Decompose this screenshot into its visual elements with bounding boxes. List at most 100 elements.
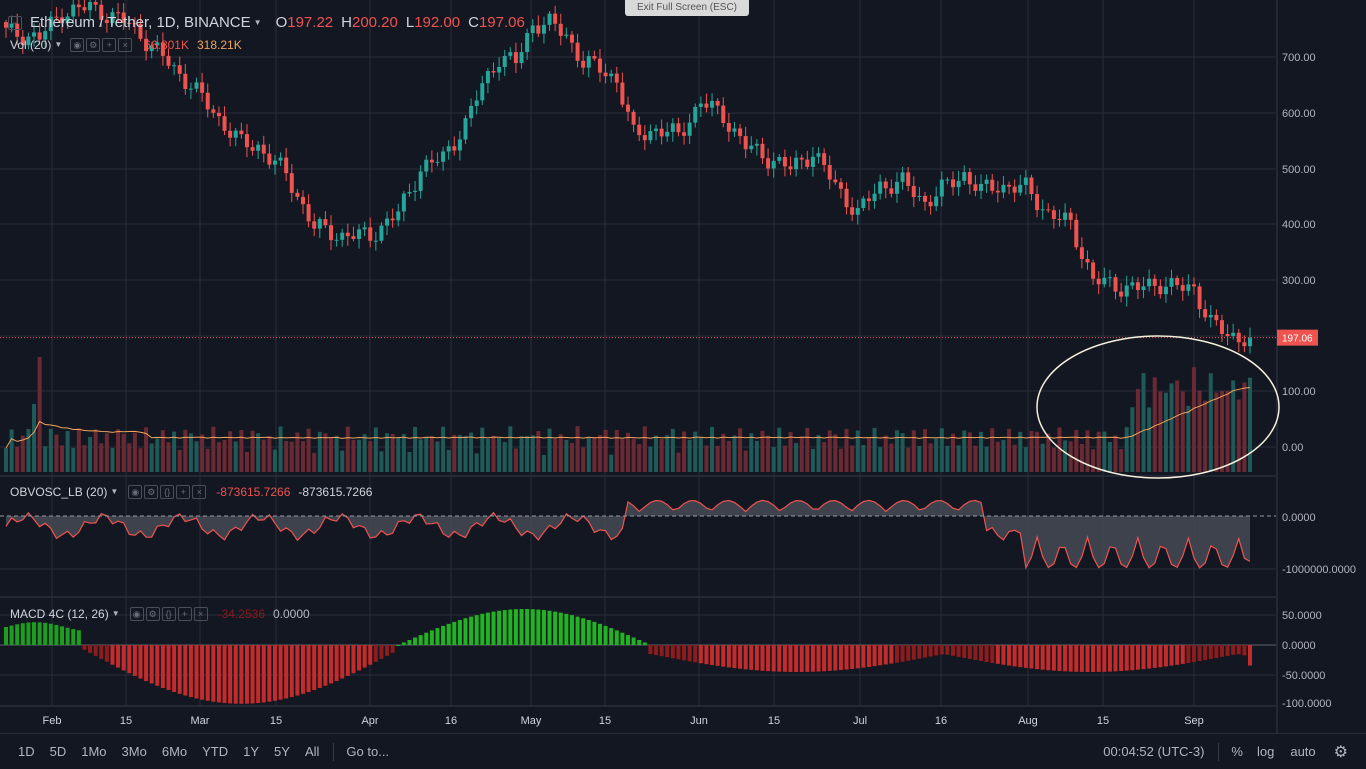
macd-bar [726,645,731,668]
source-icon[interactable]: {} [160,485,175,499]
macd-bar [1248,645,1252,666]
collapse-icon[interactable]: − [8,15,22,30]
log-scale-button[interactable]: log [1256,744,1275,759]
candle-body [32,32,37,37]
candle-body [1023,177,1028,185]
candle-body [1248,337,1252,347]
add-icon[interactable]: + [177,607,192,621]
timeframe-ytd[interactable]: YTD [202,744,229,759]
volume-bar [558,434,563,472]
chevron-down-icon[interactable]: ▼ [253,18,262,27]
volume-bar [1119,449,1124,472]
date-axis-label: 15 [768,715,780,727]
candle-body [945,179,950,181]
volume-bar [32,404,37,472]
close-icon[interactable]: × [193,607,208,621]
volume-bar [541,454,546,472]
macd-bar [1091,645,1096,672]
macd-bar [497,610,502,645]
percent-scale-button[interactable]: % [1231,744,1243,759]
settings-icon[interactable]: ⚙ [86,38,101,52]
macd-bar [609,628,614,645]
candle-body [216,112,221,117]
macd-bar [883,645,888,665]
volume-bar [435,441,440,472]
date-axis-label: 15 [120,715,132,727]
candle-body [1236,332,1241,343]
add-icon[interactable]: + [176,485,191,499]
volume-bar [906,447,911,472]
obv-indicator-name[interactable]: OBVOSC_LB (20) [10,484,108,499]
candle-body [446,146,451,152]
volume-bar [917,445,922,472]
volume-bar [1208,373,1213,472]
chevron-down-icon[interactable]: ▼ [111,609,120,618]
macd-bar [267,645,272,702]
settings-icon[interactable]: ⚙ [145,607,160,621]
macd-bar [805,645,810,672]
eye-icon[interactable]: ◉ [129,607,144,621]
close-icon[interactable]: × [118,38,133,52]
macd-bar [1197,645,1202,662]
candle-body [1175,278,1180,286]
gear-icon[interactable]: ⚙ [1333,743,1348,761]
date-axis-label: Aug [1018,715,1038,727]
macd-bar [1141,645,1146,670]
settings-icon[interactable]: ⚙ [144,485,159,499]
chart-canvas[interactable]: 197.06 700.00 600.00 500.00 400.00 300.00 100.… [0,0,1366,733]
volume-bar [760,430,765,472]
auto-scale-button[interactable]: auto [1290,744,1316,759]
goto-date-button[interactable]: Go to... [346,744,390,759]
volume-bar [676,452,681,472]
candle-body [525,33,530,53]
volume-ma-value: 318.21K [197,37,242,52]
volume-bar [738,428,743,472]
timeframe-5d[interactable]: 5D [49,744,67,759]
eye-icon[interactable]: ◉ [128,485,143,499]
candle-body [547,13,552,25]
candle-body [956,180,961,188]
timeframe-5y[interactable]: 5Y [274,744,290,759]
volume-bar [1163,392,1168,472]
candle-body [26,36,31,46]
symbol-title[interactable]: Ethereum / Tether, 1D, BINANCE [30,14,251,31]
timeframe-1d[interactable]: 1D [18,744,35,759]
chevron-down-icon[interactable]: ▼ [54,40,63,49]
price-axis-label: 400.00 [1282,219,1316,231]
exit-fullscreen-button[interactable]: Exit Full Screen (ESC) [625,0,749,16]
macd-bar [233,645,238,704]
source-icon[interactable]: {} [161,607,176,621]
candle-body [682,132,687,136]
date-axis-label: Feb [43,715,62,727]
volume-bar [1001,439,1006,472]
volume-bar [962,430,967,472]
macd-bar [1007,645,1012,666]
clock-display[interactable]: 00:04:52 (UTC-3) [1103,744,1205,759]
timeframe-1y[interactable]: 1Y [243,744,260,759]
timeframe-6mo[interactable]: 6Mo [161,744,188,759]
volume-bar [244,451,249,472]
volume-indicator-name[interactable]: Vol (20) [10,37,52,52]
timeframe-all[interactable]: All [304,744,320,759]
candle-body [833,179,838,183]
candle-body [530,25,535,34]
volume-bar [721,433,726,472]
timeframe-1mo[interactable]: 1Mo [81,744,107,759]
timeframe-3mo[interactable]: 3Mo [121,744,147,759]
current-price-label: 197.06 [1282,334,1313,345]
macd-indicator-name[interactable]: MACD 4C (12, 26) [10,606,109,621]
macd-bar [794,645,799,672]
close-icon[interactable]: × [192,485,207,499]
macd-bar [446,623,451,645]
macd-bar [777,645,782,672]
candle-body [597,58,602,73]
add-icon[interactable]: + [102,38,117,52]
date-axis-label: 15 [1097,715,1109,727]
candle-body [289,173,294,193]
chevron-down-icon[interactable]: ▼ [110,487,119,496]
obv-axis-label: 0.0000 [1282,512,1316,524]
eye-icon[interactable]: ◉ [70,38,85,52]
candle-body [738,128,743,137]
volume-bar [317,431,322,472]
volume-bar [631,438,636,472]
